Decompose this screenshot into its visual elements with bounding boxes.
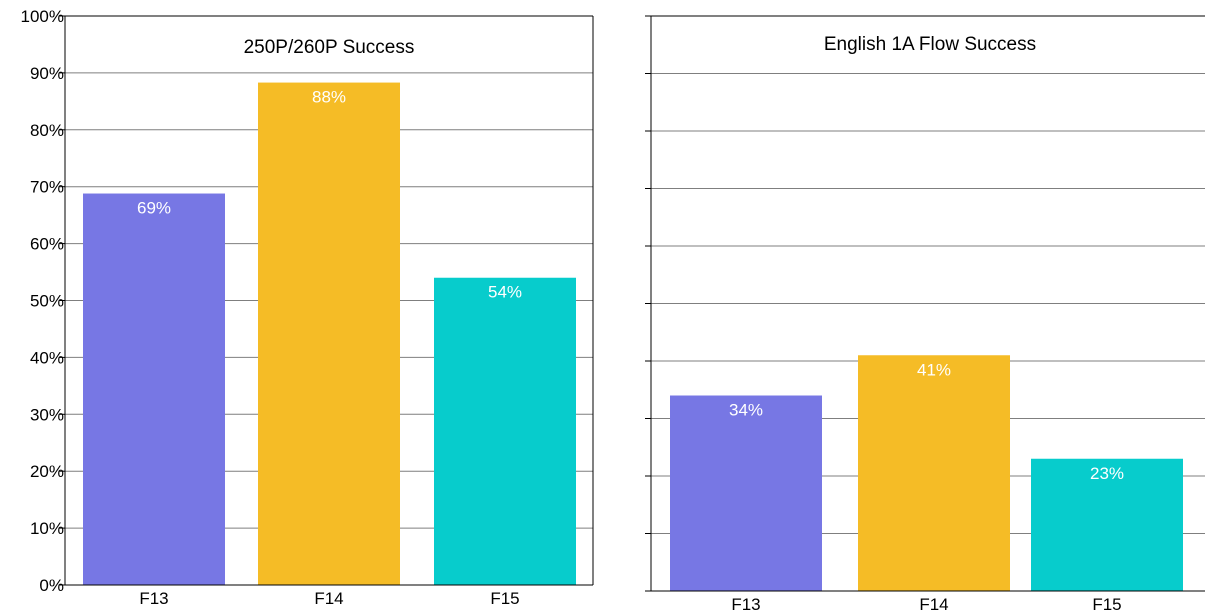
chart1-y-tick-label: 70% (30, 178, 64, 197)
chart1-y-tick-label: 60% (30, 235, 64, 254)
chart1-category-label: F13 (139, 589, 168, 608)
chart1-y-tick-label: 100% (21, 7, 64, 26)
chart1-y-tick-label: 90% (30, 64, 64, 83)
chart1-bar-f15 (434, 277, 576, 585)
chart1-bar-f13 (83, 193, 225, 585)
chart2-bar-f15 (1031, 458, 1183, 591)
chart2-category-label: F15 (1092, 595, 1121, 613)
chart1-value-label: 69% (137, 199, 171, 218)
chart2-title: English 1A Flow Success (824, 34, 1036, 55)
chart1-category-label: F14 (314, 589, 343, 608)
chart1-y-tick-label: 0% (39, 576, 64, 595)
chart2-bar-f14 (858, 355, 1010, 591)
chart1-y-tick-label: 30% (30, 405, 64, 424)
chart2-value-label: 34% (729, 401, 763, 420)
chart1-title: 250P/260P Success (244, 37, 415, 58)
chart2-value-label: 23% (1090, 464, 1124, 483)
chart2-bar-f13 (670, 395, 822, 591)
chart1-bar-f14 (258, 82, 400, 585)
chart1-value-label: 88% (312, 88, 346, 107)
chart1-y-tick-label: 50% (30, 292, 64, 311)
chart2-value-label: 41% (917, 360, 951, 379)
chart2-category-label: F14 (919, 595, 948, 613)
chart1-value-label: 54% (488, 283, 522, 302)
chart1-y-tick-label: 10% (30, 519, 64, 538)
chart1-y-tick-label: 20% (30, 462, 64, 481)
chart1-category-label: F15 (490, 589, 519, 608)
chart1-y-tick-label: 40% (30, 348, 64, 367)
chart2-category-label: F13 (731, 595, 760, 613)
chart1-y-tick-label: 80% (30, 121, 64, 140)
